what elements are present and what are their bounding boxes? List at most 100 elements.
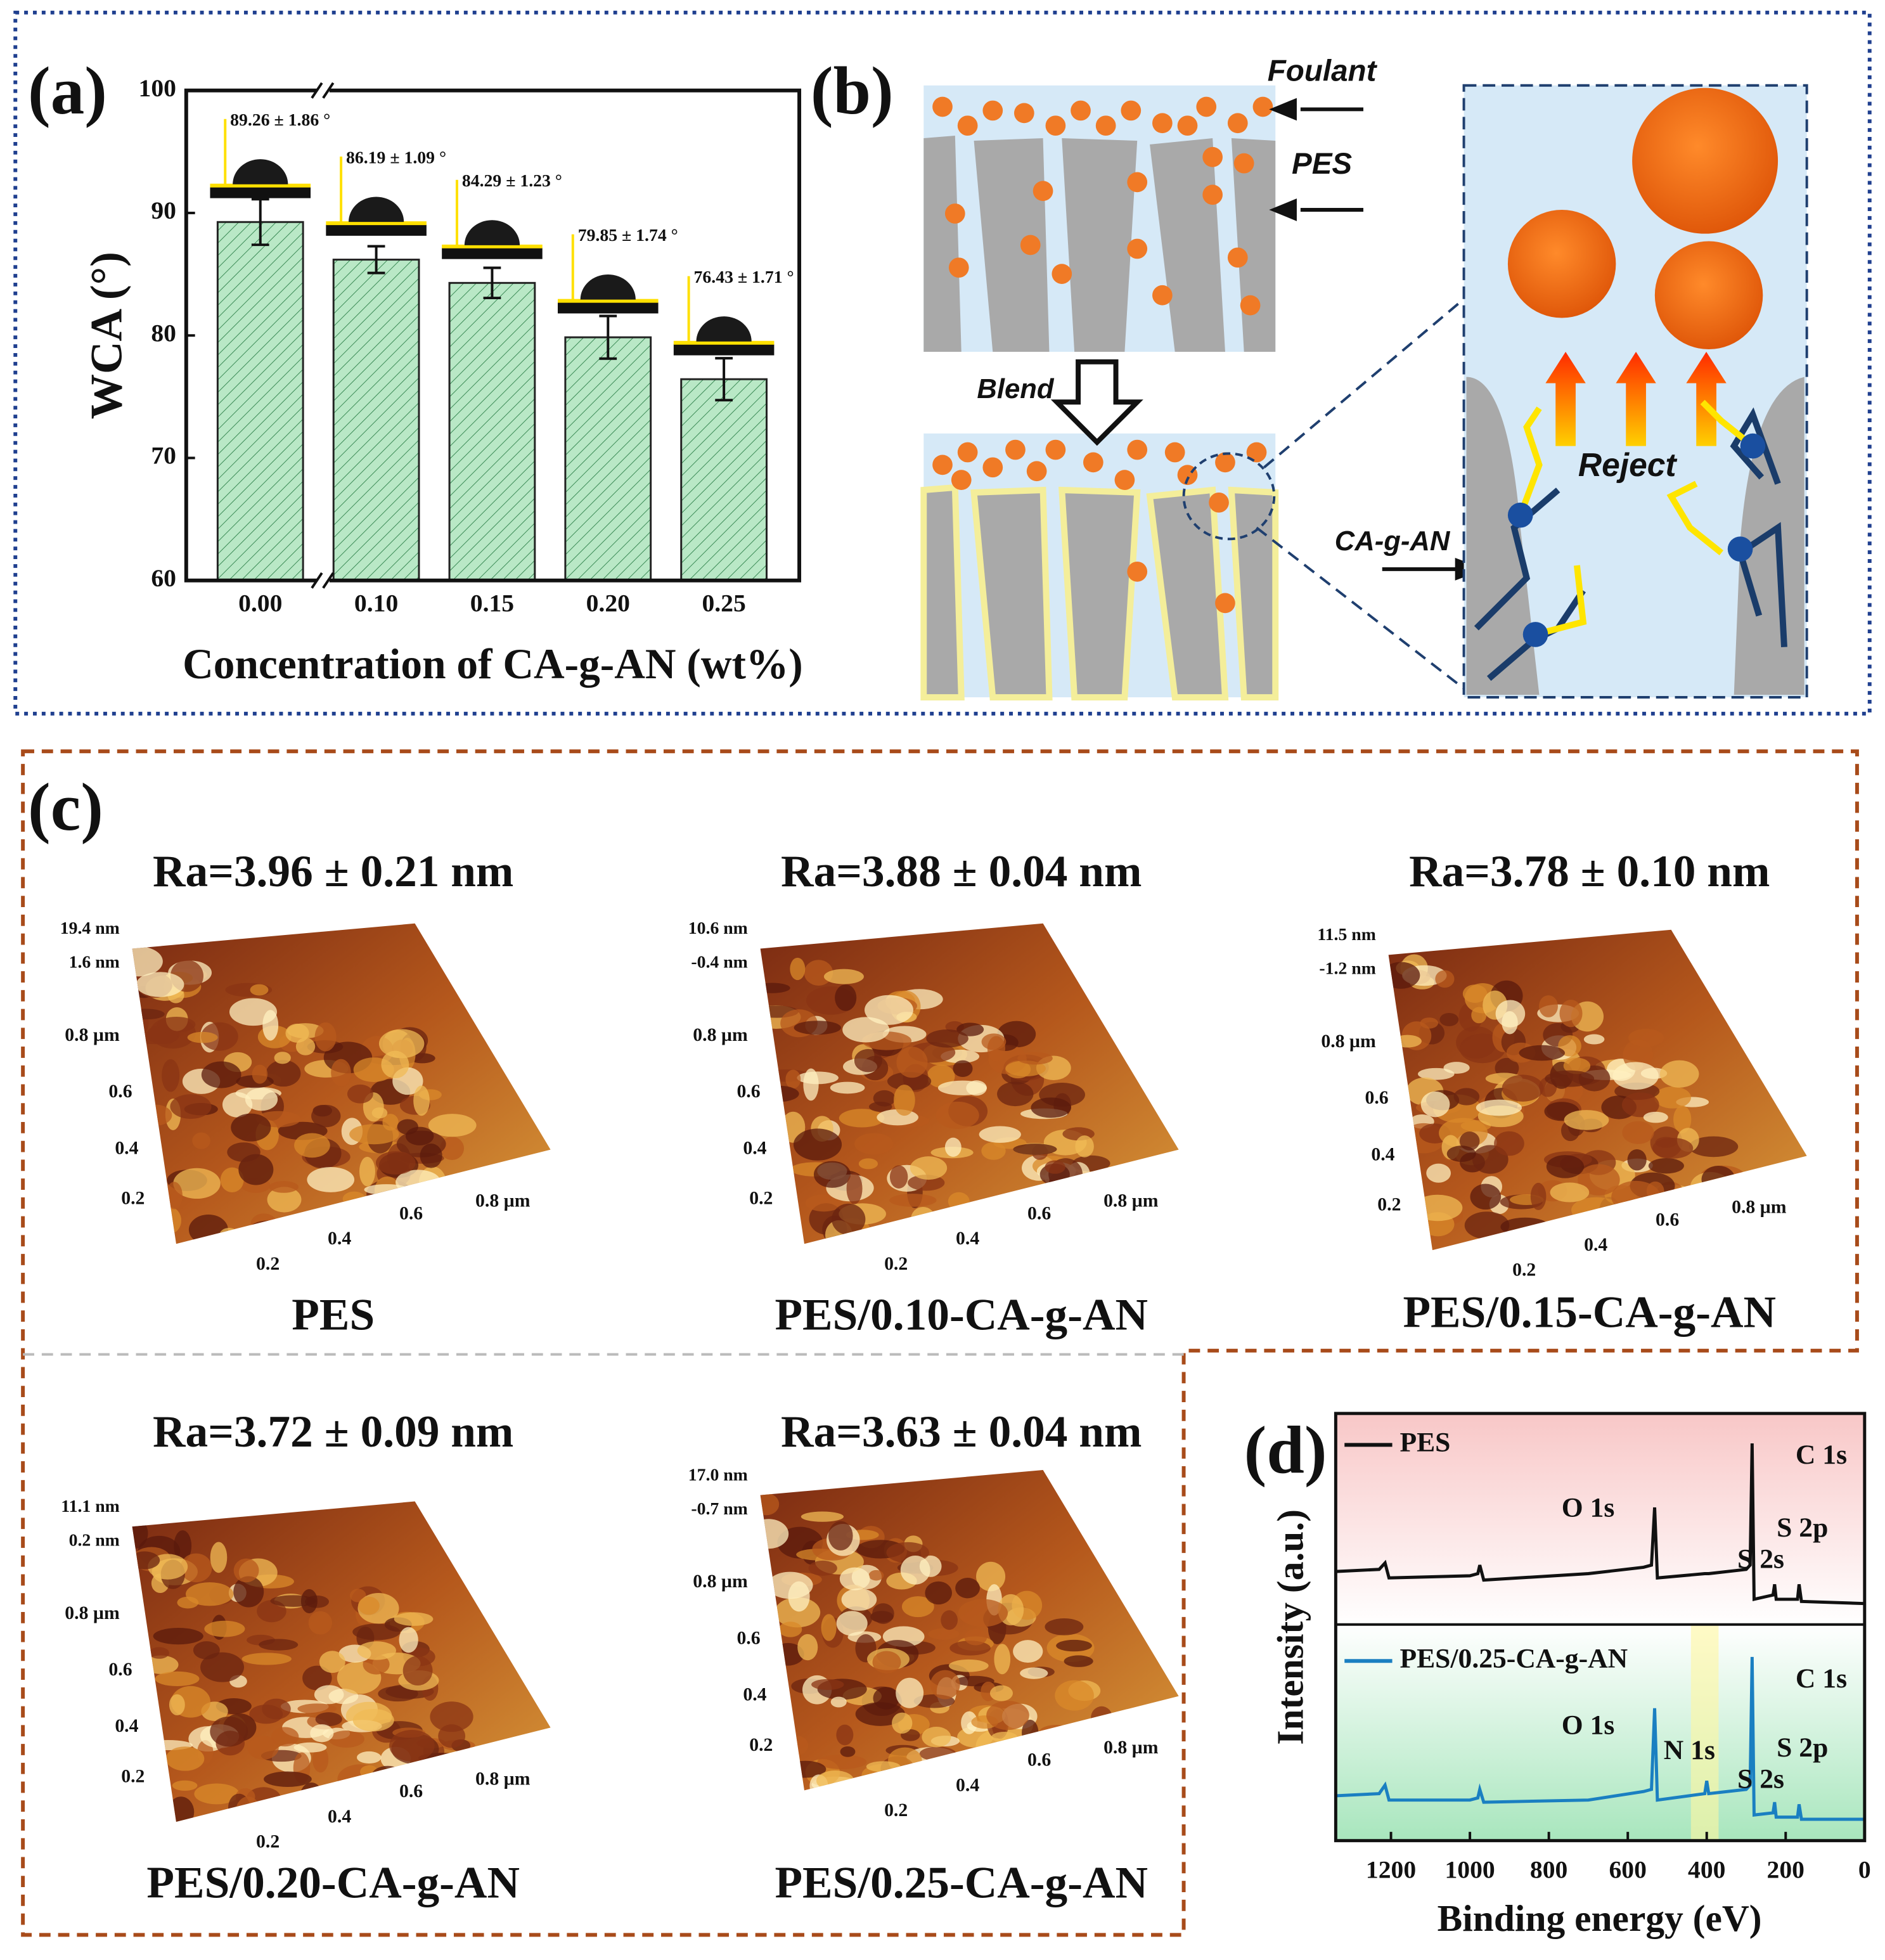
surface-grain <box>201 1022 238 1051</box>
z-min-label: -0.4 nm <box>691 953 747 972</box>
surface-grain <box>953 1060 973 1078</box>
surface-grain <box>413 1085 430 1116</box>
surface-grain <box>172 1780 198 1791</box>
surface-grain <box>1583 1034 1605 1045</box>
surface-grain <box>948 1192 970 1211</box>
surface-grain <box>1142 1294 1186 1322</box>
surface-grain <box>1002 1235 1038 1244</box>
surface-grain <box>760 983 790 993</box>
surface-grain <box>347 1084 373 1104</box>
surface-grain <box>259 1639 299 1651</box>
legend-label: PES <box>1399 1427 1450 1457</box>
surface-grain <box>1081 1840 1108 1854</box>
surface-grain <box>1711 1183 1730 1216</box>
surface-grain <box>941 1610 958 1630</box>
pores <box>923 136 1276 352</box>
y-tick-label: 60 <box>151 564 176 592</box>
surface-grain <box>247 1736 279 1760</box>
peak-label: C 1s <box>1796 1663 1847 1694</box>
x-axis-tick-label: 0.4 <box>956 1228 979 1249</box>
surface-grain <box>836 1724 854 1746</box>
surface-grain <box>442 1823 483 1838</box>
surface-grain <box>839 1109 885 1128</box>
background-bottom <box>1335 1624 1865 1841</box>
surface-grain <box>1388 962 1420 989</box>
surface-grain <box>977 1744 1017 1770</box>
surface-grain <box>428 1114 477 1137</box>
surface-grain <box>439 1248 489 1274</box>
surface-grain <box>363 1788 393 1800</box>
surface-grain <box>357 1641 396 1660</box>
surface-grain <box>162 1059 180 1092</box>
surface-grain <box>778 1622 802 1637</box>
surface-grain <box>1619 1199 1645 1220</box>
surface-grain <box>958 1599 1008 1627</box>
surface-grain <box>1546 1155 1585 1178</box>
surface-grain <box>200 1819 244 1822</box>
surface-grain <box>760 1085 799 1102</box>
surface-grain <box>434 1250 465 1273</box>
surface-grain <box>1550 1182 1590 1202</box>
surface-grain <box>319 1651 345 1673</box>
z-min-label: 1.6 nm <box>69 953 120 972</box>
surface-grain <box>760 1493 780 1516</box>
x-axis-tick-label: 0.2 <box>256 1831 280 1852</box>
surface-grain <box>1631 1203 1649 1232</box>
surface-grain <box>454 1243 501 1244</box>
blend-arrow <box>1050 359 1143 446</box>
surface-grain <box>808 1560 837 1576</box>
x-tick-label: 0.20 <box>586 589 630 617</box>
peak-label: C 1s <box>1796 1440 1847 1470</box>
surface-grain <box>864 995 913 1025</box>
surface-grain <box>332 1784 378 1807</box>
surface-grain <box>1682 1248 1704 1251</box>
surface-grain <box>1071 1246 1097 1274</box>
x-axis-tick-label: 0.2 <box>884 1254 908 1274</box>
surface-grain <box>1034 1236 1071 1244</box>
surface-grain <box>432 1178 470 1205</box>
surface-grain <box>174 1530 192 1562</box>
surface-grain <box>158 1207 182 1234</box>
surface-grain <box>192 1132 210 1149</box>
surface-grain <box>375 1151 416 1175</box>
surface-grain <box>440 1137 465 1160</box>
surface-grain <box>308 1611 333 1635</box>
surface-grain <box>204 1620 245 1637</box>
peak-label: S 2s <box>1737 1764 1784 1795</box>
surface-grain <box>139 1104 172 1126</box>
y-axis-tick-label: 0.6 <box>737 1628 760 1648</box>
surface-grain <box>1418 1067 1455 1080</box>
surface-grain <box>411 1234 457 1244</box>
surface-grain <box>396 1226 442 1241</box>
surface-grain <box>468 1225 498 1244</box>
surface-grain <box>394 1249 416 1274</box>
surface-grain <box>465 1797 485 1810</box>
surface-grain <box>400 1226 425 1244</box>
y-axis-tick-label: 0.8 µm <box>65 1603 120 1623</box>
surface-grain <box>964 1628 988 1646</box>
surface-grain <box>1413 1194 1463 1222</box>
surface-grain <box>1545 1070 1595 1087</box>
x-axis-tick-label: 0.4 <box>956 1775 979 1795</box>
surface-grain <box>267 1187 302 1213</box>
surface-grain <box>968 1265 1016 1282</box>
surface-grain <box>938 1805 979 1822</box>
surface-grain <box>436 1766 473 1779</box>
surface-grain <box>889 1165 908 1189</box>
y-axis-tick-label: 0.4 <box>115 1138 138 1158</box>
surface-grain <box>1048 1254 1076 1274</box>
surface-grain <box>1064 1655 1093 1667</box>
surface-grain <box>873 1687 900 1710</box>
value-label: 86.19 ± 1.09 ° <box>346 148 446 167</box>
surface-grain <box>328 1835 350 1852</box>
surface-grain <box>981 1822 1027 1836</box>
surface-grain <box>1627 1149 1647 1171</box>
x-tick-label: 0.25 <box>702 589 745 617</box>
surface-grain <box>998 1248 1047 1260</box>
y-tick-label: 100 <box>139 74 176 102</box>
surface-grain <box>340 1207 370 1228</box>
z-max-label: 17.0 nm <box>688 1465 748 1485</box>
surface-grain <box>1673 1106 1692 1133</box>
surface-grain <box>314 1685 344 1705</box>
surface-grain <box>257 1600 286 1623</box>
